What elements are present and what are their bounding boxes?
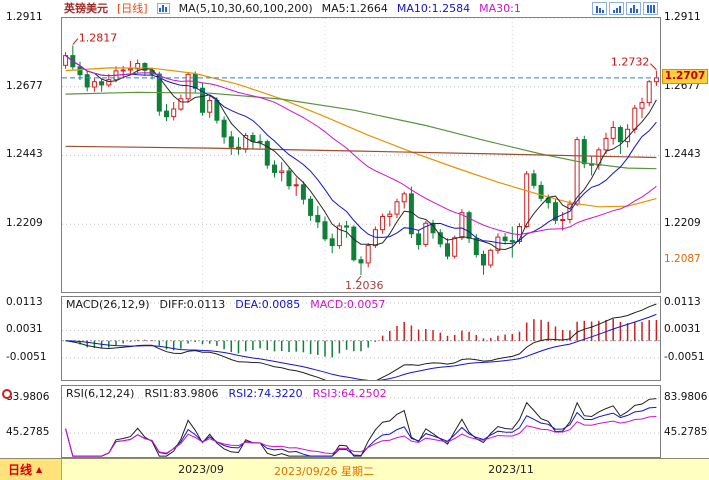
date-label: 2023/09/26 星期二 bbox=[274, 465, 374, 478]
axis-label: 1.2443 bbox=[6, 148, 43, 161]
last-price-tag: 1.2707 bbox=[662, 69, 708, 84]
axis-label: -0.0051 bbox=[6, 350, 47, 363]
axis-label: 45.2785 bbox=[664, 426, 708, 439]
axis-label: 83.9806 bbox=[664, 390, 708, 403]
ma5-value: MA5:1.2664 bbox=[321, 2, 388, 15]
rsi1-value: RSI1:83.9806 bbox=[144, 387, 219, 400]
main-chart-header: 英镑美元 [日线] MA(5,10,30,60,100,200) MA5:1.2… bbox=[64, 2, 521, 15]
price-annotation: 1.2732 bbox=[611, 56, 650, 69]
axis-label: 83.9806 bbox=[6, 390, 50, 403]
main-price-chart[interactable]: 1.2817 1.2732 1.2036 bbox=[61, 17, 661, 293]
rsi2-value: RSI2:74.3220 bbox=[228, 387, 303, 400]
axis-label: 1.2911 bbox=[664, 11, 701, 23]
macd-canvas[interactable] bbox=[62, 297, 660, 380]
axis-label: 1.2677 bbox=[6, 79, 43, 92]
period-selector[interactable]: 日线 ▲ bbox=[0, 459, 62, 480]
indicator-window-icon[interactable] bbox=[626, 2, 641, 15]
macd-value: MACD:0.0057 bbox=[310, 298, 386, 311]
symbol-name: 英镑美元 bbox=[64, 2, 108, 15]
rsi-params-label: RSI(6,12,24) bbox=[66, 387, 135, 400]
date-label: 2023/09 bbox=[178, 463, 224, 476]
indicator-settings-icon[interactable] bbox=[156, 3, 170, 14]
period-label: [日线] bbox=[117, 2, 148, 15]
rsi-header: RSI(6,12,24) RSI1:83.9806 RSI2:74.3220 R… bbox=[66, 388, 387, 400]
expand-icon[interactable] bbox=[643, 2, 658, 15]
axis-label: 1.2209 bbox=[6, 217, 43, 230]
axis-label: 0.0031 bbox=[6, 323, 43, 336]
axis-label: 0.0113 bbox=[664, 296, 701, 309]
ma-params-label: MA(5,10,30,60,100,200) bbox=[178, 2, 313, 15]
axis-label: 45.2785 bbox=[6, 426, 50, 439]
indicator-marker-icon[interactable] bbox=[2, 389, 12, 399]
axis-label: 0.0031 bbox=[664, 323, 701, 336]
axis-label: 1.2087 bbox=[664, 252, 701, 265]
ma10-value: MA10:1.2584 bbox=[396, 2, 471, 15]
chart-toolbar bbox=[592, 2, 658, 15]
macd-header: MACD(26,12,9) DIFF:0.0113 DEA:0.0085 MAC… bbox=[66, 299, 385, 311]
zoom-in-icon[interactable] bbox=[609, 2, 624, 15]
rsi-panel[interactable] bbox=[61, 385, 661, 458]
rsi3-value: RSI3:64.2502 bbox=[312, 387, 387, 400]
price-canvas[interactable]: 1.2817 1.2732 1.2036 bbox=[62, 18, 660, 292]
macd-diff-value: DIFF:0.0113 bbox=[159, 298, 226, 311]
price-annotation: 1.2036 bbox=[345, 279, 384, 292]
period-arrow-icon: ▲ bbox=[36, 464, 43, 474]
macd-panel[interactable] bbox=[61, 296, 661, 381]
price-annotation: 1.2817 bbox=[79, 32, 118, 45]
zoom-out-icon[interactable] bbox=[592, 2, 607, 15]
time-axis-bar: 2023/09 2023/09/26 星期二 2023/11 日线 ▲ bbox=[0, 458, 709, 480]
axis-label: -0.0051 bbox=[664, 350, 705, 363]
axis-label: 1.2911 bbox=[6, 11, 43, 23]
macd-params-label: MACD(26,12,9) bbox=[66, 298, 150, 311]
last-price-text: 1.2707 bbox=[664, 70, 706, 82]
axis-label: 1.2443 bbox=[664, 148, 701, 161]
date-label: 2023/11 bbox=[488, 463, 534, 476]
axis-label: 0.0113 bbox=[6, 296, 43, 309]
date-labels: 2023/09 2023/09/26 星期二 2023/11 bbox=[0, 459, 709, 480]
axis-label: 1.2209 bbox=[664, 217, 701, 230]
rsi-canvas[interactable] bbox=[62, 386, 660, 457]
macd-dea-value: DEA:0.0085 bbox=[235, 298, 301, 311]
ma30-value: MA30:1 bbox=[479, 2, 521, 15]
period-text: 日线 bbox=[8, 463, 33, 477]
